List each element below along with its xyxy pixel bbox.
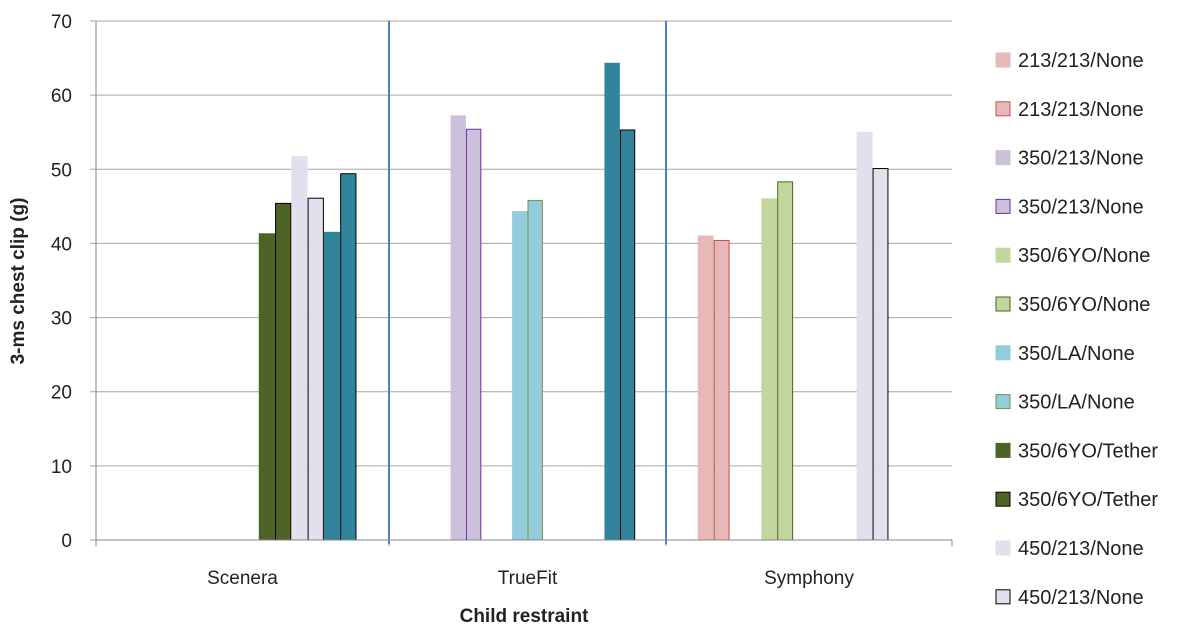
x-category-label: Symphony <box>764 568 854 589</box>
legend-label: 350/6YO/Tether <box>1018 440 1158 462</box>
bar <box>512 211 528 541</box>
bar <box>340 173 357 541</box>
x-category-labels: Scenera TrueFit Symphony <box>207 568 854 589</box>
legend-swatch <box>995 345 1011 361</box>
legend-label: 350/6YO/None <box>1018 294 1150 316</box>
legend-label: 350/6YO/Tether <box>1018 489 1158 511</box>
bar <box>323 231 341 541</box>
bar <box>307 197 324 541</box>
bar <box>713 239 730 541</box>
bar <box>619 129 636 541</box>
bar <box>527 199 543 541</box>
legend-label: 350/LA/None <box>1018 392 1135 414</box>
bars <box>258 62 889 541</box>
category-dividers <box>388 21 667 544</box>
legend-swatch <box>995 296 1011 312</box>
legend-swatch <box>995 52 1011 68</box>
legend-swatch <box>995 491 1011 507</box>
bar <box>291 156 308 541</box>
bar <box>761 198 778 541</box>
y-tick-label: 50 <box>51 160 72 181</box>
bar <box>777 181 794 541</box>
legend-label: 213/213/None <box>1018 50 1144 72</box>
legend-swatch <box>995 540 1011 556</box>
axes <box>95 21 953 546</box>
legend-label: 350/LA/None <box>1018 343 1135 365</box>
legend-label: 350/213/None <box>1018 148 1144 170</box>
y-tick-label: 20 <box>51 383 72 404</box>
legend-swatch <box>995 442 1011 458</box>
y-tick-label: 0 <box>61 531 72 552</box>
legend-label: 213/213/None <box>1018 99 1144 121</box>
legend-label: 450/213/None <box>1018 538 1144 560</box>
bar <box>697 235 714 541</box>
legend-swatch <box>995 394 1011 410</box>
legend-label: 350/6YO/None <box>1018 245 1150 267</box>
bar <box>856 131 873 541</box>
bar <box>258 233 276 541</box>
y-tick-label: 60 <box>51 86 72 107</box>
legend-swatch <box>995 101 1011 117</box>
bar <box>275 202 292 541</box>
x-category-label: TrueFit <box>498 568 558 589</box>
y-tick-label: 70 <box>51 12 72 33</box>
y-tick-labels: 0 10 20 30 40 50 60 70 <box>51 12 72 552</box>
legend-swatch <box>995 150 1011 166</box>
y-tick-label: 40 <box>51 234 72 255</box>
legend-swatch <box>995 589 1011 605</box>
legend-swatch <box>995 198 1011 214</box>
bar <box>450 115 466 541</box>
bar <box>872 168 889 541</box>
x-category-label: Scenera <box>207 568 278 589</box>
y-axis-title: 3-ms chest clip (g) <box>8 198 29 365</box>
legend-swatch <box>995 247 1011 263</box>
legend-label: 450/213/None <box>1018 587 1144 609</box>
bar <box>604 62 620 541</box>
bar <box>465 128 482 541</box>
legend-label: 350/213/None <box>1018 196 1144 218</box>
x-axis-title: Child restraint <box>460 606 589 627</box>
legend: 213/213/None 213/213/None 350/213/None 350/… <box>995 50 1158 609</box>
y-tick-label: 10 <box>51 457 72 478</box>
y-tick-label: 30 <box>51 309 72 330</box>
